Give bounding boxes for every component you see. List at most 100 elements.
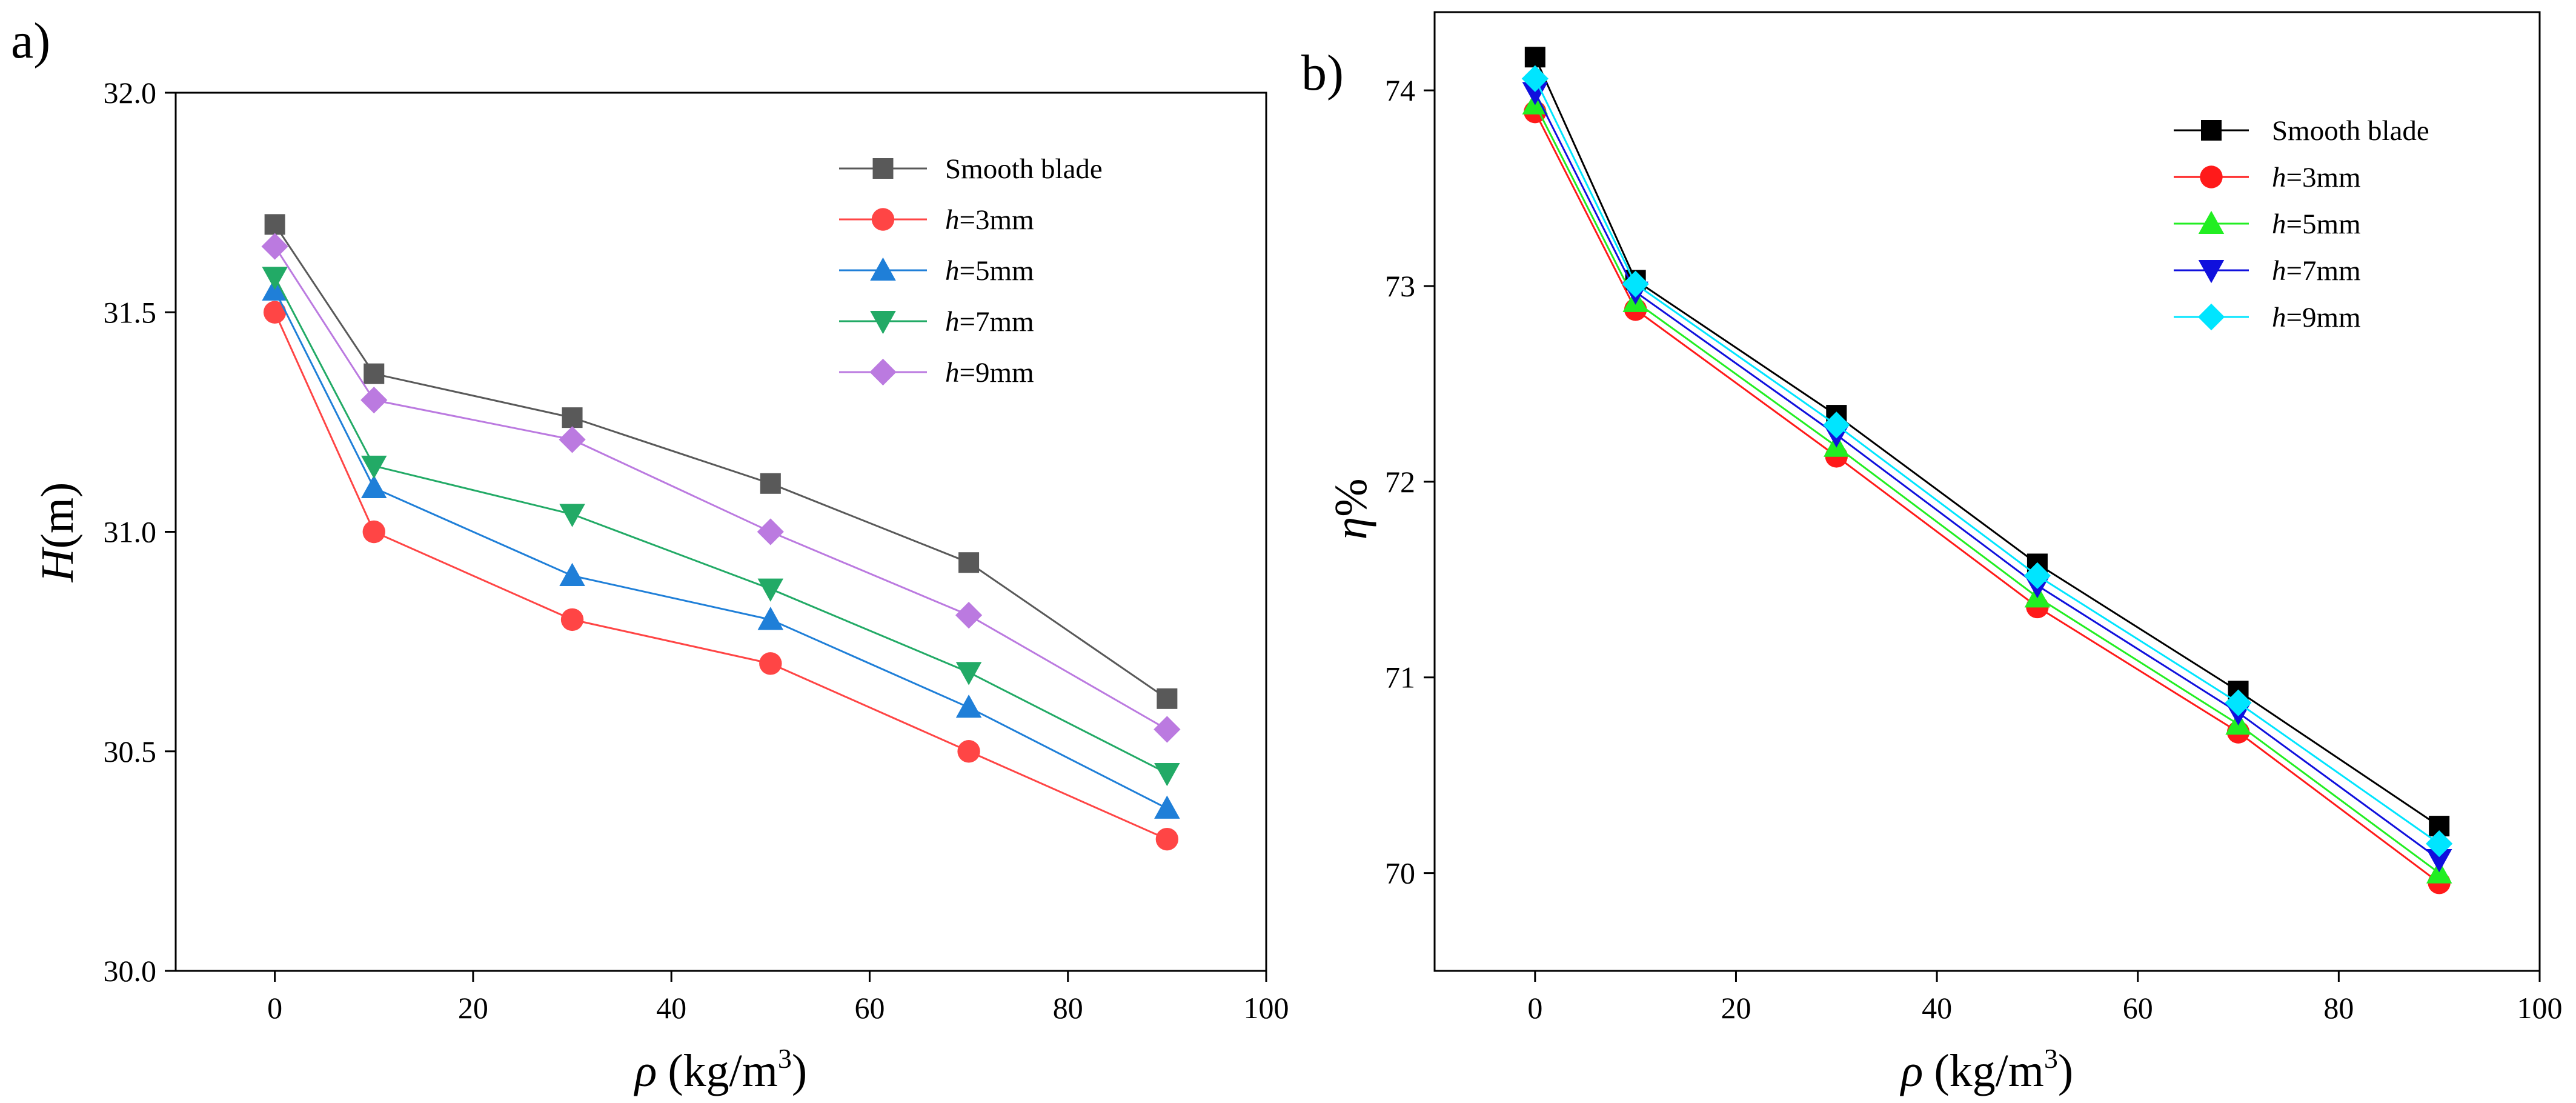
chart-panel-b: b) 0 20 40 60 80 100 70 71 72 73 74 Smoo… — [1301, 11, 2563, 1096]
series-line — [274, 312, 1167, 841]
x-tick-label: 20 — [458, 991, 488, 1025]
axis-ticks — [165, 92, 1267, 982]
x-tick-label: 80 — [2323, 991, 2354, 1025]
x-tick-label: 40 — [1922, 991, 1952, 1025]
data-point — [1823, 412, 1850, 439]
data-point — [955, 602, 983, 629]
series-line — [1534, 104, 2440, 874]
legend-label: h=5mm — [945, 255, 1034, 287]
data-point — [362, 520, 385, 544]
series-smooth-blade — [264, 214, 1178, 709]
legend-marker — [2201, 120, 2222, 141]
x-tick-label: 100 — [1244, 991, 1289, 1025]
data-point — [261, 233, 288, 260]
data-point — [560, 608, 584, 631]
legend-item: h=7mm — [2174, 255, 2361, 287]
x-axis-units: (kg/m — [1934, 1045, 2044, 1096]
legend-item: h=5mm — [2174, 208, 2361, 240]
x-tick-label: 0 — [267, 991, 282, 1025]
y-tick-label: 72 — [1385, 465, 1415, 499]
x-tick-label: 20 — [1721, 991, 1751, 1025]
data-point — [1154, 762, 1180, 787]
axis-ticks — [1424, 89, 2541, 982]
series-line — [274, 224, 1168, 700]
legend-label: Smooth blade — [2272, 115, 2429, 147]
data-point — [2225, 689, 2252, 716]
legend-item: h=9mm — [2174, 302, 2361, 333]
data-point — [1154, 795, 1180, 819]
x-axis-symbol: ρ — [634, 1045, 657, 1096]
y-tick-labels: 70 71 72 73 74 — [1385, 73, 1415, 890]
series-line — [274, 245, 1168, 730]
x-axis-units: (kg/m — [668, 1045, 778, 1096]
y-axis-title: η% — [1326, 478, 1376, 539]
x-tick-label: 0 — [1527, 991, 1542, 1025]
x-axis-exponent: 3 — [778, 1043, 792, 1074]
legend-marker — [871, 208, 895, 231]
data-point — [559, 504, 585, 527]
legend-item: h=9mm — [839, 357, 1034, 388]
y-tick-label: 30.0 — [104, 954, 157, 988]
y-tick-label: 71 — [1385, 661, 1415, 695]
legend-label: h=3mm — [945, 204, 1034, 236]
legend-label: Smooth blade — [945, 153, 1103, 185]
data-point — [759, 652, 782, 675]
series-group — [261, 214, 1181, 851]
data-point — [1154, 716, 1181, 743]
series-h-9mm — [1521, 65, 2453, 858]
data-point — [1521, 65, 1549, 92]
x-tick-labels: 0 20 40 60 80 100 — [267, 991, 1289, 1025]
x-tick-label: 60 — [2123, 991, 2153, 1025]
y-axis-symbol: H — [32, 546, 83, 582]
data-point — [363, 363, 385, 384]
legend-label: h=7mm — [945, 306, 1034, 338]
data-point — [562, 407, 583, 428]
legend-marker — [869, 358, 897, 386]
legend-label: h=9mm — [945, 357, 1034, 388]
y-tick-label: 32.0 — [104, 76, 157, 110]
y-tick-label: 31.5 — [104, 295, 157, 329]
data-point — [2426, 848, 2452, 873]
data-point — [2023, 562, 2051, 589]
data-point — [1524, 47, 1545, 68]
data-point — [757, 578, 784, 602]
data-point — [559, 562, 585, 586]
x-tick-label: 100 — [2517, 991, 2563, 1025]
y-axis-symbol: η — [1326, 517, 1376, 540]
data-point — [262, 267, 288, 290]
panel-label: b) — [1301, 45, 1344, 101]
series-line — [1534, 78, 2440, 845]
data-point — [2426, 830, 2453, 858]
series-h-3mm — [263, 301, 1179, 851]
data-point — [955, 662, 982, 685]
legend-item: Smooth blade — [2174, 115, 2429, 147]
series-h-7mm — [1522, 82, 2452, 873]
data-point — [757, 518, 784, 545]
legend: Smooth blade h=3mm h=5mm h=7mm h=9mm — [839, 153, 1103, 388]
series-h-9mm — [261, 233, 1181, 743]
legend-label: h=3mm — [2272, 162, 2361, 193]
legend-item: h=5mm — [839, 255, 1034, 287]
x-axis-close: ) — [2058, 1045, 2073, 1096]
series-group — [1521, 47, 2453, 895]
data-point — [361, 475, 387, 499]
x-axis-title: ρ (kg/m3) — [634, 1043, 807, 1096]
x-axis-close: ) — [792, 1045, 807, 1096]
x-tick-label: 60 — [854, 991, 885, 1025]
legend-label: h=9mm — [2272, 302, 2361, 333]
series-line — [1534, 92, 2440, 861]
data-point — [263, 301, 287, 324]
data-point — [957, 740, 980, 763]
series-h-5mm — [262, 277, 1180, 819]
plot-frame — [174, 92, 1267, 972]
data-point — [955, 695, 982, 718]
data-point — [360, 387, 388, 414]
y-axis-title: H(m) — [32, 482, 83, 583]
data-point — [1622, 270, 1649, 298]
data-point — [1157, 688, 1178, 709]
y-tick-labels: 30.0 30.5 31.0 31.5 32.0 — [104, 76, 157, 988]
legend-item: h=3mm — [2174, 162, 2361, 193]
legend-marker — [2197, 303, 2225, 331]
data-point — [264, 214, 285, 235]
